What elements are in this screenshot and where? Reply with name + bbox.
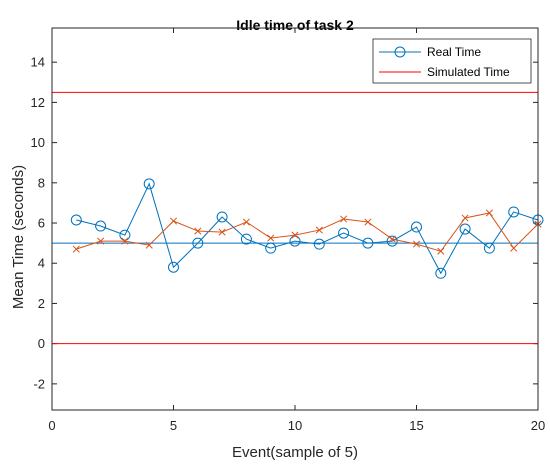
x-tick-label: 0 [48,418,55,433]
real-time-point [70,214,82,226]
plot-frame [51,27,539,411]
y-tick-label: 12 [31,95,45,110]
simulated-time-point [72,245,80,253]
simulated-time-point [364,218,372,226]
y-tick-label: 2 [38,296,45,311]
simulated-time-point [485,209,493,217]
plot-layer: 0 5 10 15 20 -2 0 2 4 6 8 10 12 14 [31,28,545,433]
legend: Real Time Simulated Time [372,38,532,84]
real-time-point [95,220,107,232]
real-time-point [435,267,447,279]
real-time-point [508,206,520,218]
simulated-time-point [291,231,299,239]
simulated-time-point [340,215,348,223]
real-time-point [289,235,301,247]
legend-real-time-marker [394,46,406,58]
simulated-time-point [194,227,202,235]
y-tick-label: -2 [33,376,45,391]
y-axis-label: Mean Time (seconds) [10,165,27,309]
y-tick-label: 6 [38,216,45,231]
simulated-time-point [145,241,153,249]
y-tick-label: 10 [31,135,45,150]
legend-label-simulated-time: Simulated Time [427,65,510,79]
simulated-time-point [412,240,421,248]
simulated-time-point [242,218,250,226]
real-time-point [411,221,422,233]
real-time-point [362,237,374,249]
real-time-point [338,227,350,239]
y-tick-label: 4 [38,256,45,271]
x-tick-label: 20 [531,418,545,433]
simulated-time-point [437,247,445,255]
simulated-time-point [218,228,226,236]
real-time-point [192,237,204,249]
x-tick-label: 15 [409,418,423,433]
simulated-time-point [510,244,518,252]
simulated-time-point [388,235,396,243]
real-time-point [119,229,131,241]
real-time-point [313,238,325,250]
simulated-time-line [76,212,539,252]
real-time-point [483,242,495,254]
x-axis-label: Event(sample of 5) [232,444,358,461]
simulated-time-point [169,217,178,225]
y-tick-label: 14 [31,55,45,70]
chart-title: Idle time of task 2 [236,17,354,33]
y-tick-label: 8 [38,175,45,190]
x-tick-label: 5 [170,418,177,433]
legend-label-real-time: Real Time [427,45,481,59]
real-time-point [143,178,155,190]
simulated-time-point [267,234,275,242]
real-time-point [240,233,252,245]
real-time-point [168,261,179,273]
simulated-time-point [97,237,105,245]
simulated-time-point [461,214,469,222]
simulated-time-point [121,237,129,245]
y-tick-label: 0 [38,336,45,351]
real-time-point [216,211,228,223]
real-time-line [76,182,539,275]
x-tick-label: 10 [288,418,302,433]
real-time-point [386,235,398,247]
legend-box [372,38,532,84]
real-time-point [459,223,471,235]
real-time-point [265,242,277,254]
simulated-time-point [315,226,323,234]
